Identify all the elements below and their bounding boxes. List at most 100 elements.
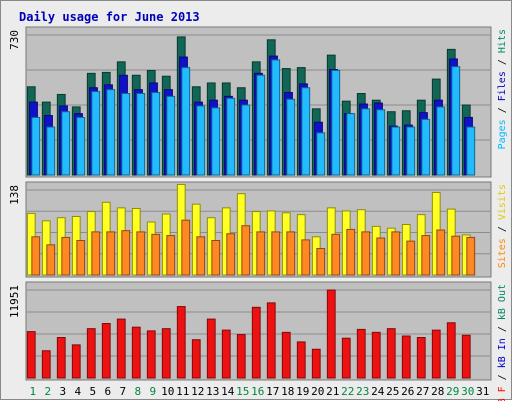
bar-pages-day-24 xyxy=(376,109,386,176)
bar-sites-day-30 xyxy=(466,236,476,276)
bar-sites-day-2 xyxy=(46,244,56,276)
bar-pages-day-21 xyxy=(331,69,341,176)
bar-pages-day-12 xyxy=(196,105,206,176)
day-label-21: 21 xyxy=(326,385,339,398)
bar-sites-day-16 xyxy=(256,231,266,276)
bar-kb-f-day-9 xyxy=(146,330,156,379)
bar-pages-day-5 xyxy=(91,91,101,176)
bar-sites-day-27 xyxy=(421,235,431,276)
bar-pages-day-19 xyxy=(301,87,311,176)
day-label-7: 7 xyxy=(119,385,126,398)
bar-kb-f-day-15 xyxy=(236,334,246,379)
bar-sites-day-6 xyxy=(106,231,116,276)
bar-sites-day-4 xyxy=(76,240,86,276)
bar-sites-day-10 xyxy=(166,235,176,276)
bar-pages-day-6 xyxy=(106,89,116,176)
bar-sites-day-20 xyxy=(316,248,326,276)
day-label-31: 31 xyxy=(476,385,489,398)
day-label-10: 10 xyxy=(161,385,174,398)
bar-kb-f-day-23 xyxy=(356,328,366,379)
bar-kb-f-day-11 xyxy=(176,306,186,379)
day-label-8: 8 xyxy=(134,385,141,398)
chart-title: Daily usage for June 2013 xyxy=(19,10,200,24)
bar-sites-day-29 xyxy=(451,235,461,276)
bar-sites-day-23 xyxy=(361,231,371,276)
day-label-14: 14 xyxy=(221,385,235,398)
bar-pages-day-7 xyxy=(121,92,131,176)
bar-kb-f-day-18 xyxy=(281,331,291,379)
day-label-1: 1 xyxy=(29,385,36,398)
bar-pages-day-15 xyxy=(241,104,251,176)
bar-sites-day-1 xyxy=(31,236,41,276)
day-label-16: 16 xyxy=(251,385,264,398)
day-label-28: 28 xyxy=(431,385,444,398)
day-label-23: 23 xyxy=(356,385,369,398)
bar-sites-day-24 xyxy=(376,237,386,276)
axis-label-part: Sites xyxy=(497,238,508,268)
day-label-30: 30 xyxy=(461,385,474,398)
day-label-22: 22 xyxy=(341,385,354,398)
axis-label-part: kB F xyxy=(497,386,508,401)
bar-sites-day-14 xyxy=(226,233,236,276)
day-label-26: 26 xyxy=(401,385,414,398)
panel-visits: 138 Sites / Visits xyxy=(8,181,508,278)
axis-label-part: Visits xyxy=(497,184,508,220)
bar-kb-f-day-7 xyxy=(116,318,126,379)
bar-sites-day-28 xyxy=(436,229,446,276)
bar-kb-f-day-21 xyxy=(326,289,336,379)
bar-kb-f-day-19 xyxy=(296,341,306,379)
axis-label-part: kB In xyxy=(497,338,508,368)
bar-pages-day-17 xyxy=(271,59,281,176)
bar-kb-f-day-22 xyxy=(341,337,351,379)
panel-visits-max-label: 138 xyxy=(8,185,21,205)
bar-kb-f-day-8 xyxy=(131,326,141,379)
bar-sites-day-22 xyxy=(346,228,356,276)
bar-kb-f-day-27 xyxy=(416,337,426,379)
bar-sites-day-12 xyxy=(196,236,206,276)
bar-sites-day-21 xyxy=(331,233,341,276)
bar-sites-day-5 xyxy=(91,231,101,276)
panel-visits-axis-label: Sites / Visits xyxy=(497,184,508,268)
bar-kb-f-day-20 xyxy=(311,348,321,379)
panel-hits-axis-label: Pages / Files / Hits xyxy=(497,29,508,149)
panel-hits: 730 Pages / Files / Hits xyxy=(8,26,508,178)
day-label-20: 20 xyxy=(311,385,324,398)
day-label-4: 4 xyxy=(74,385,81,398)
bar-kb-f-day-3 xyxy=(56,337,66,379)
bar-pages-day-4 xyxy=(76,116,86,176)
day-label-24: 24 xyxy=(371,385,385,398)
day-label-9: 9 xyxy=(149,385,156,398)
bar-sites-day-26 xyxy=(406,240,416,276)
bar-kb-f-day-6 xyxy=(101,323,111,379)
bar-pages-day-14 xyxy=(226,97,236,176)
axis-label-part: / xyxy=(497,368,508,386)
bar-sites-day-19 xyxy=(301,239,311,276)
bar-kb-f-day-28 xyxy=(431,329,441,379)
bar-pages-day-13 xyxy=(211,107,221,176)
bar-pages-day-20 xyxy=(316,132,326,176)
panel-kbytes-axis-label: kB F / kB In / kB Out xyxy=(497,284,508,401)
bar-pages-day-8 xyxy=(136,92,146,176)
bar-kb-f-day-10 xyxy=(161,328,171,379)
day-label-12: 12 xyxy=(191,385,204,398)
axis-label-part: Pages xyxy=(497,119,508,149)
bar-kb-f-day-26 xyxy=(401,335,411,379)
day-label-5: 5 xyxy=(89,385,96,398)
axis-label-part: / xyxy=(497,101,508,119)
bar-pages-day-23 xyxy=(361,108,371,176)
bar-pages-day-25 xyxy=(391,126,401,176)
bar-kb-f-day-5 xyxy=(86,328,96,379)
day-label-13: 13 xyxy=(206,385,219,398)
axis-label-part: kB Out xyxy=(497,284,508,320)
day-label-11: 11 xyxy=(176,385,189,398)
panel-kbytes-max-label: 11951 xyxy=(8,285,21,318)
bar-kb-f-day-14 xyxy=(221,329,231,379)
day-label-18: 18 xyxy=(281,385,294,398)
panel-hits-max-label: 730 xyxy=(8,30,21,50)
bar-pages-day-1 xyxy=(31,116,41,176)
axis-label-part: / xyxy=(497,53,508,71)
bar-pages-day-28 xyxy=(436,106,446,176)
axis-label-part: / xyxy=(497,220,508,238)
